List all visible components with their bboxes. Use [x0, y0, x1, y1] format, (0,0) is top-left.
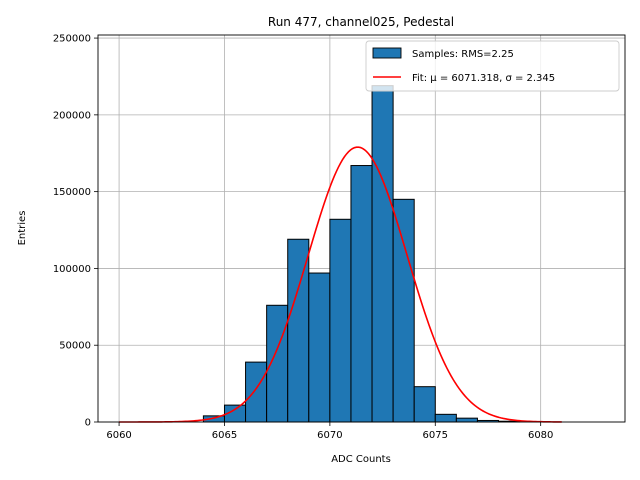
histogram-bar — [245, 361, 268, 423]
x-tick-label: 6080 — [528, 430, 553, 441]
histogram-bar — [329, 218, 352, 423]
histogram-bar — [308, 272, 331, 423]
y-tick-label: 0 — [85, 418, 91, 429]
histogram-bar — [371, 85, 394, 423]
legend-bar-swatch — [372, 47, 402, 59]
y-tick-label: 150000 — [53, 187, 91, 198]
fit-curve — [119, 146, 562, 423]
y-axis-label: Entries — [17, 211, 28, 246]
legend-samples-label: Samples: RMS=2.25 — [412, 49, 514, 60]
x-tick-label: 6060 — [106, 430, 131, 441]
histogram-bar — [413, 386, 436, 423]
y-tick-label: 50000 — [59, 341, 91, 352]
y-tick-label: 200000 — [53, 110, 91, 121]
plot-frame — [97, 34, 626, 423]
histogram-bar — [350, 165, 373, 423]
chart-title: Run 477, channel025, Pedestal — [268, 15, 454, 29]
x-axis-ticks: 6060 6065 6070 6075 6080 — [106, 422, 553, 441]
histogram-bar — [392, 198, 415, 423]
y-axis-ticks: 0 50000 100000 150000 200000 250000 — [53, 34, 98, 429]
histogram-bar — [434, 413, 457, 423]
legend-box — [365, 40, 620, 92]
x-tick-label: 6065 — [212, 430, 237, 441]
histogram-bar — [455, 417, 478, 423]
x-tick-label: 6070 — [317, 430, 342, 441]
y-tick-label: 100000 — [53, 264, 91, 275]
x-axis-label: ADC Counts — [331, 454, 391, 465]
legend-fit-label: Fit: μ = 6071.318, σ = 2.345 — [412, 73, 555, 84]
legend: Samples: RMS=2.25 Fit: μ = 6071.318, σ =… — [365, 40, 620, 92]
x-tick-label: 6075 — [423, 430, 448, 441]
y-tick-label: 250000 — [53, 34, 91, 45]
